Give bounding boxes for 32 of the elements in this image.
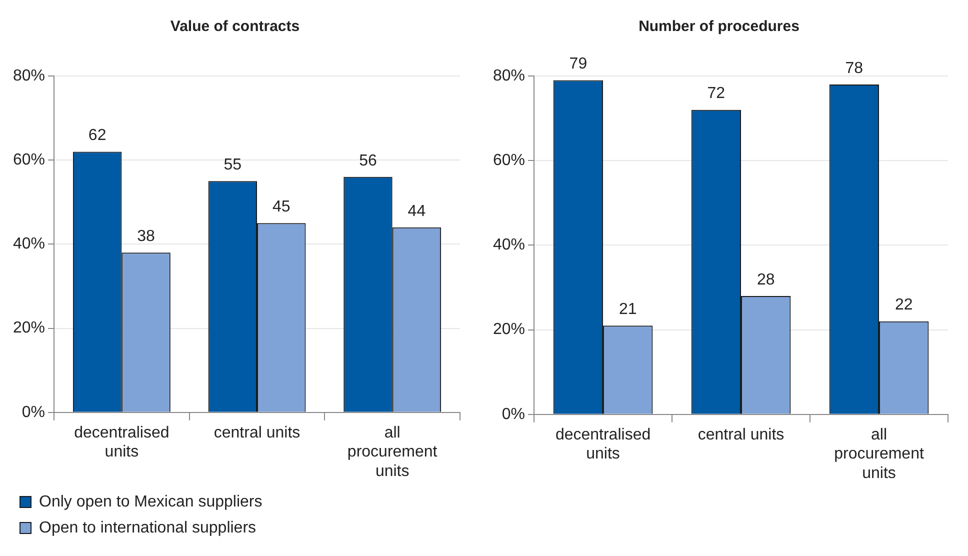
x-tick-label: decentralised units bbox=[555, 426, 651, 463]
data-label: 56 bbox=[359, 152, 377, 170]
data-label: 72 bbox=[707, 85, 726, 102]
y-tick-label: 40% bbox=[492, 236, 526, 254]
x-tick-label: decentralised units bbox=[74, 424, 170, 461]
x-tick-label: all procurement units bbox=[347, 424, 438, 480]
data-label: 55 bbox=[224, 156, 242, 174]
data-label: 44 bbox=[408, 202, 426, 220]
y-tick-label: 80% bbox=[12, 67, 46, 84]
legend-label: Open to international suppliers bbox=[39, 519, 256, 536]
y-tick-label: 60% bbox=[492, 152, 526, 170]
y-tick-label: 20% bbox=[492, 321, 526, 338]
data-label: 79 bbox=[569, 56, 588, 73]
data-label: 21 bbox=[618, 300, 637, 318]
legend-label: Only open to Mexican suppliers bbox=[39, 493, 262, 510]
chart-title: Number of procedures bbox=[638, 18, 800, 36]
data-label: 62 bbox=[88, 127, 106, 144]
data-label: 78 bbox=[845, 60, 864, 77]
y-tick-label: 20% bbox=[12, 320, 46, 337]
x-tick-label: central units bbox=[214, 424, 300, 442]
y-tick-label: 0% bbox=[22, 404, 46, 421]
x-tick-label: central units bbox=[698, 426, 784, 444]
y-tick-label: 60% bbox=[12, 152, 46, 169]
data-label: 22 bbox=[894, 296, 913, 314]
y-tick-label: 80% bbox=[492, 67, 526, 84]
y-tick-label: 40% bbox=[12, 236, 46, 253]
chart-title: Value of contracts bbox=[170, 18, 300, 36]
data-label: 28 bbox=[756, 271, 775, 288]
x-tick-label: all procurement units bbox=[834, 426, 924, 482]
data-label: 45 bbox=[272, 198, 290, 216]
y-tick-label: 0% bbox=[502, 406, 526, 423]
data-label: 38 bbox=[137, 228, 156, 246]
